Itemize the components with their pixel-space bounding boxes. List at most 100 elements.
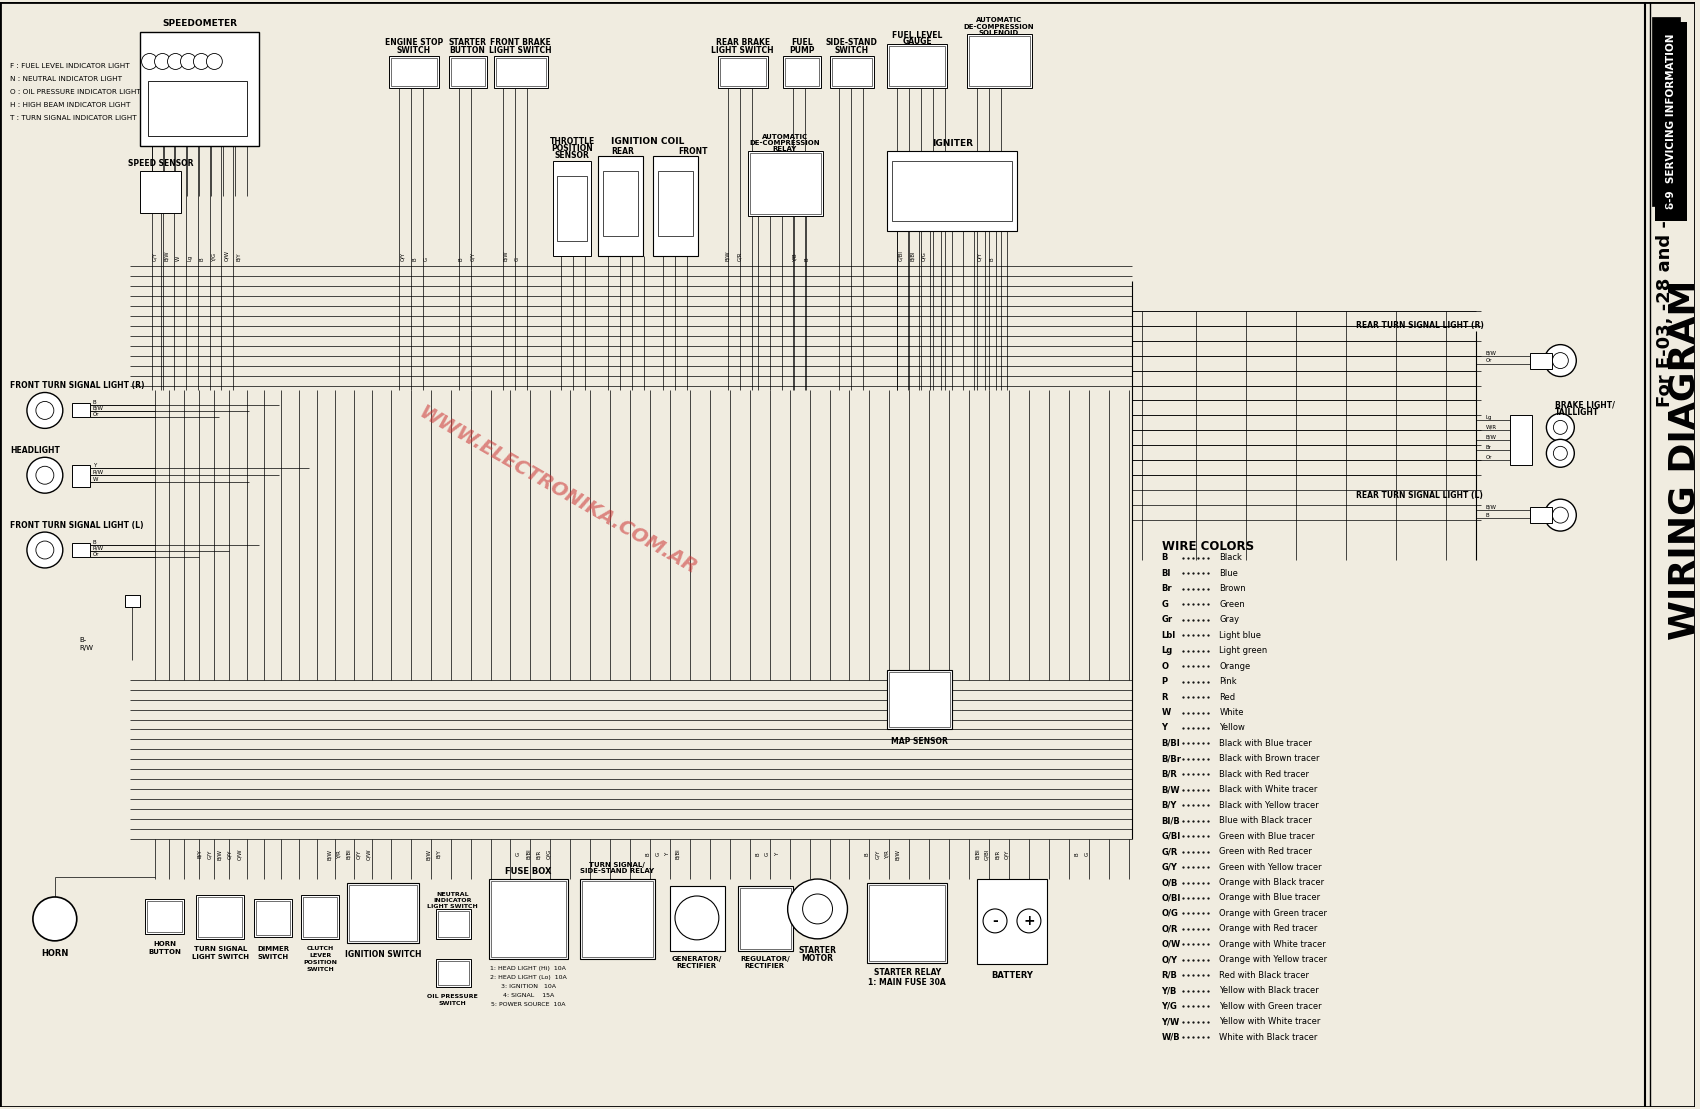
Circle shape bbox=[787, 879, 848, 939]
Text: SPEEDOMETER: SPEEDOMETER bbox=[162, 19, 236, 28]
Bar bbox=[670, 886, 724, 950]
Bar bbox=[717, 57, 768, 89]
Text: Black with Blue tracer: Black with Blue tracer bbox=[1219, 739, 1312, 747]
Text: G/R: G/R bbox=[1161, 847, 1178, 856]
Text: MOTOR: MOTOR bbox=[802, 955, 833, 964]
Text: B/W: B/W bbox=[94, 406, 104, 411]
Text: THROTTLE: THROTTLE bbox=[549, 136, 595, 145]
Text: FUSE BOX: FUSE BOX bbox=[505, 866, 552, 876]
Text: SIDE-STAND: SIDE-STAND bbox=[826, 38, 877, 47]
Text: SIDE-STAND RELAY: SIDE-STAND RELAY bbox=[580, 868, 654, 874]
Text: Orange with White tracer: Orange with White tracer bbox=[1219, 939, 1326, 949]
Text: N : NEUTRAL INDICATOR LIGHT: N : NEUTRAL INDICATOR LIGHT bbox=[10, 77, 122, 82]
Text: G/Y: G/Y bbox=[471, 252, 474, 261]
Bar bbox=[740, 888, 790, 949]
Bar bbox=[197, 895, 245, 939]
Text: R/W: R/W bbox=[94, 470, 104, 475]
Bar bbox=[889, 45, 945, 87]
Text: Black with White tracer: Black with White tracer bbox=[1219, 785, 1318, 794]
Text: G: G bbox=[656, 852, 661, 856]
Text: HORN: HORN bbox=[41, 949, 68, 958]
Text: H : HIGH BEAM INDICATOR LIGHT: H : HIGH BEAM INDICATOR LIGHT bbox=[10, 102, 131, 109]
Bar bbox=[124, 594, 139, 607]
Text: 8-9  SERVICING INFORMATION: 8-9 SERVICING INFORMATION bbox=[1666, 33, 1676, 208]
Text: SWITCH: SWITCH bbox=[396, 45, 430, 55]
Bar bbox=[653, 156, 699, 256]
Text: Or: Or bbox=[1486, 455, 1493, 460]
Text: FUEL LEVEL: FUEL LEVEL bbox=[892, 31, 942, 40]
Text: B/W: B/W bbox=[726, 251, 731, 261]
Text: DE-COMPRESSION: DE-COMPRESSION bbox=[964, 23, 1034, 30]
Circle shape bbox=[802, 894, 833, 924]
Text: Yellow with White tracer: Yellow with White tracer bbox=[1219, 1017, 1321, 1026]
Text: B/W: B/W bbox=[1486, 435, 1496, 440]
Circle shape bbox=[27, 393, 63, 428]
Bar bbox=[1652, 17, 1680, 206]
Text: O/Y: O/Y bbox=[357, 849, 362, 858]
Text: B/W: B/W bbox=[503, 251, 508, 261]
Text: LIGHT SWITCH: LIGHT SWITCH bbox=[192, 954, 248, 959]
Text: B/Bl: B/Bl bbox=[347, 848, 352, 859]
Text: Or: Or bbox=[1486, 358, 1493, 363]
Bar bbox=[495, 59, 546, 87]
Text: -: - bbox=[993, 914, 998, 928]
Text: R/W: R/W bbox=[94, 546, 104, 550]
Text: B/Br: B/Br bbox=[1161, 754, 1182, 763]
Text: O/Y: O/Y bbox=[1161, 955, 1178, 965]
Bar bbox=[887, 43, 947, 89]
Circle shape bbox=[36, 401, 54, 419]
Text: HORN: HORN bbox=[153, 940, 177, 947]
Text: FRONT TURN SIGNAL LIGHT (L): FRONT TURN SIGNAL LIGHT (L) bbox=[10, 520, 143, 530]
Bar bbox=[750, 153, 821, 214]
Bar bbox=[867, 883, 947, 963]
Text: BUTTON: BUTTON bbox=[148, 949, 180, 955]
Circle shape bbox=[1017, 909, 1040, 933]
Text: Blue with Black tracer: Blue with Black tracer bbox=[1219, 816, 1312, 825]
Text: Yellow: Yellow bbox=[1219, 723, 1244, 732]
Text: O/W: O/W bbox=[224, 250, 230, 261]
Text: Or: Or bbox=[94, 551, 99, 557]
Text: STARTER RELAY: STARTER RELAY bbox=[874, 968, 940, 977]
Circle shape bbox=[1547, 439, 1574, 467]
Text: TAILLIGHT: TAILLIGHT bbox=[1556, 408, 1600, 417]
Text: +: + bbox=[1023, 914, 1035, 928]
Text: W: W bbox=[94, 477, 99, 481]
Text: Gray: Gray bbox=[1219, 615, 1239, 624]
Text: B/W: B/W bbox=[427, 848, 432, 859]
Text: FRONT BRAKE: FRONT BRAKE bbox=[490, 38, 551, 47]
Bar bbox=[257, 901, 291, 935]
Text: Orange: Orange bbox=[1219, 662, 1251, 671]
Text: SOLENOID: SOLENOID bbox=[979, 30, 1018, 35]
Text: B: B bbox=[1074, 853, 1080, 856]
Text: LIGHT SWITCH: LIGHT SWITCH bbox=[427, 905, 478, 909]
Text: Lg: Lg bbox=[1486, 415, 1493, 420]
Bar bbox=[1530, 353, 1552, 368]
Text: B/Y: B/Y bbox=[197, 849, 202, 858]
Text: B/Bl: B/Bl bbox=[675, 848, 680, 859]
Bar bbox=[892, 161, 1011, 221]
Circle shape bbox=[180, 53, 197, 70]
Text: B/W: B/W bbox=[326, 848, 332, 859]
Text: P: P bbox=[1161, 678, 1168, 686]
Bar bbox=[887, 670, 952, 730]
Text: INDICATOR: INDICATOR bbox=[434, 898, 473, 904]
Text: O/Y: O/Y bbox=[1005, 849, 1010, 858]
Text: RELAY: RELAY bbox=[772, 146, 797, 152]
Bar bbox=[977, 879, 1047, 964]
Circle shape bbox=[1544, 499, 1576, 531]
Text: Black with Brown tracer: Black with Brown tracer bbox=[1219, 754, 1319, 763]
Text: G: G bbox=[1161, 600, 1168, 609]
Circle shape bbox=[206, 53, 223, 70]
Circle shape bbox=[1552, 507, 1569, 523]
Text: G: G bbox=[515, 257, 520, 261]
Text: Black with Yellow tracer: Black with Yellow tracer bbox=[1219, 801, 1319, 810]
Text: B/Bl: B/Bl bbox=[974, 848, 979, 859]
Text: W: W bbox=[177, 256, 180, 261]
Bar bbox=[435, 959, 471, 987]
Text: Orange with Yellow tracer: Orange with Yellow tracer bbox=[1219, 955, 1328, 965]
Text: IGNITER: IGNITER bbox=[932, 139, 972, 147]
Bar bbox=[887, 151, 1017, 231]
Text: B/W: B/W bbox=[163, 251, 168, 261]
Bar bbox=[348, 885, 416, 940]
Text: 5: POWER SOURCE  10A: 5: POWER SOURCE 10A bbox=[491, 1003, 566, 1007]
